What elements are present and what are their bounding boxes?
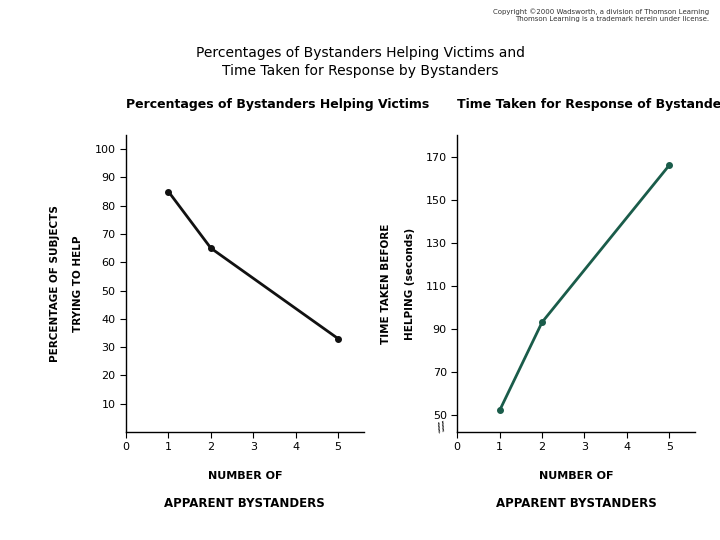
- Text: //: //: [436, 419, 448, 434]
- Text: APPARENT BYSTANDERS: APPARENT BYSTANDERS: [164, 497, 325, 510]
- Text: APPARENT BYSTANDERS: APPARENT BYSTANDERS: [495, 497, 657, 510]
- Text: PERCENTAGE OF SUBJECTS: PERCENTAGE OF SUBJECTS: [50, 205, 60, 362]
- Text: Time Taken for Response of Bystanders: Time Taken for Response of Bystanders: [457, 98, 720, 111]
- Text: TIME TAKEN BEFORE: TIME TAKEN BEFORE: [381, 224, 391, 343]
- Text: Percentages of Bystanders Helping Victims and
Time Taken for Response by Bystand: Percentages of Bystanders Helping Victim…: [196, 46, 524, 78]
- Text: NUMBER OF: NUMBER OF: [539, 470, 613, 481]
- Text: Percentages of Bystanders Helping Victims: Percentages of Bystanders Helping Victim…: [126, 98, 429, 111]
- Text: HELPING (seconds): HELPING (seconds): [405, 227, 415, 340]
- Text: NUMBER OF: NUMBER OF: [207, 470, 282, 481]
- Text: TRYING TO HELP: TRYING TO HELP: [73, 235, 84, 332]
- Text: Copyright ©2000 Wadsworth, a division of Thomson Learning
Thomson Learning is a : Copyright ©2000 Wadsworth, a division of…: [493, 8, 709, 22]
